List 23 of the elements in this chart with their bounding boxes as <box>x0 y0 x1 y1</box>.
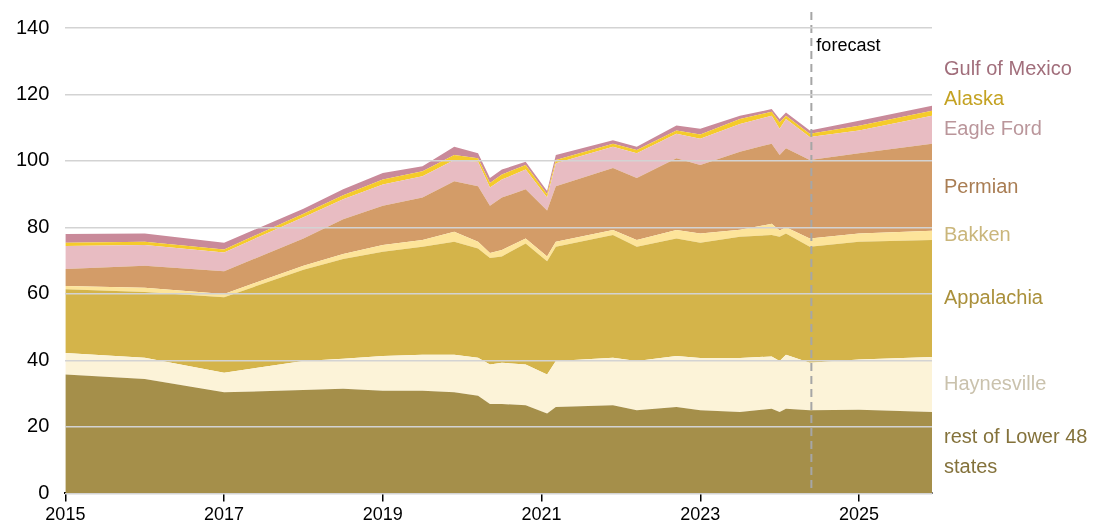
y-tick-label: 0 <box>38 480 50 503</box>
series-label: Gulf of Mexico <box>944 57 1072 80</box>
y-tick-label: 20 <box>27 414 50 437</box>
y-tick-label: 40 <box>27 347 50 370</box>
y-tick-label: 120 <box>15 82 50 104</box>
series-label: Alaska <box>944 87 1005 110</box>
series-label: Bakken <box>944 222 1011 245</box>
y-tick-label: 100 <box>15 148 50 171</box>
ref-line-label: forecast <box>816 34 881 55</box>
x-tick-label: 2021 <box>521 504 562 525</box>
x-tick-label: 2017 <box>204 504 245 525</box>
series-label: Eagle Ford <box>944 117 1042 140</box>
series-label: Permian <box>944 174 1019 197</box>
series-label: Appalachia <box>944 286 1044 309</box>
x-tick-label: 2025 <box>838 504 880 525</box>
series-label: rest of Lower 48 states <box>944 425 1088 478</box>
y-tick-label: 80 <box>27 214 50 237</box>
y-tick-label: 60 <box>27 281 50 304</box>
y-tick-label: 140 <box>15 15 50 38</box>
series-label: Haynesville <box>944 372 1047 395</box>
x-tick-label: 2015 <box>45 504 86 525</box>
x-tick-label: 2023 <box>680 504 721 525</box>
x-tick-label: 2019 <box>362 504 403 525</box>
